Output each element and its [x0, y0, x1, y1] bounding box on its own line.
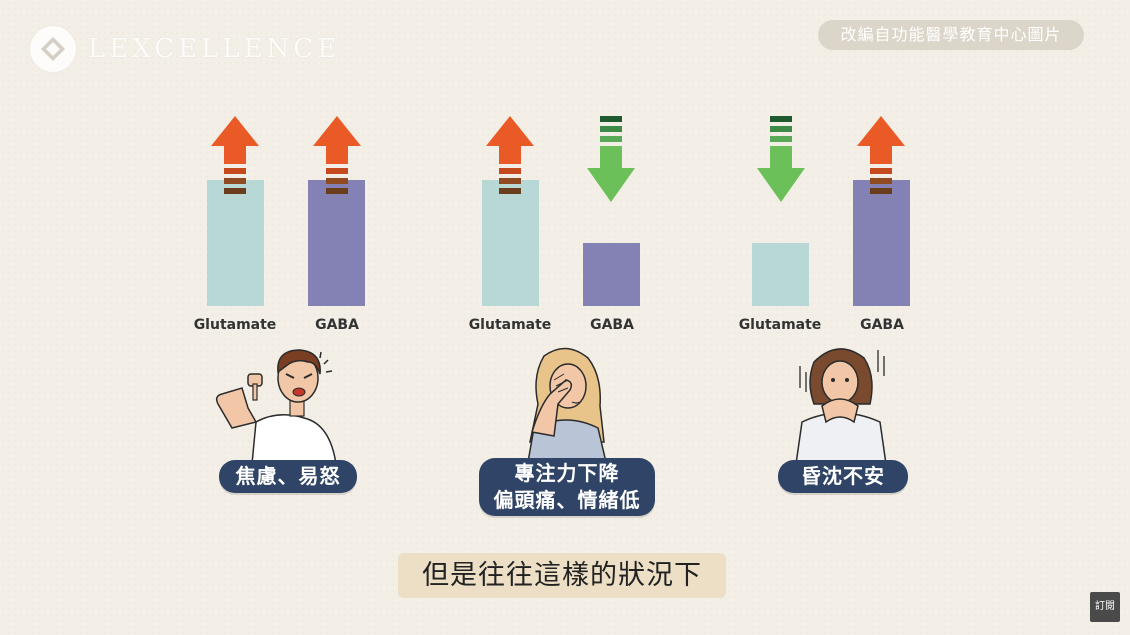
symptom-text: 焦慮、易怒 [235, 464, 341, 488]
symptom-tag: 昏沈不安 [778, 460, 908, 493]
glutamate-bar [752, 243, 809, 306]
gaba-label: GABA [315, 317, 359, 333]
symptom-tag: 焦慮、易怒 [219, 460, 357, 493]
symptom-text: 專注力下降 [514, 461, 620, 485]
symptom-tag: 專注力下降 偏頭痛、情緒低 [479, 458, 655, 516]
gaba-bar [583, 243, 640, 306]
video-subtitle: 但是往往這樣的狀況下 [398, 553, 726, 598]
glutamate-label: Glutamate [193, 317, 277, 333]
tired-woman-illustration-icon [527, 347, 607, 462]
anxious-woman-illustration-icon [795, 348, 887, 464]
gaba-down-arrow-icon [587, 116, 635, 202]
gaba-label: GABA [860, 317, 904, 333]
symptom-text: 偏頭痛、情緒低 [493, 488, 641, 512]
logo-mark-icon [30, 26, 76, 72]
glutamate-up-arrow-icon [486, 116, 534, 194]
symptom-text: 昏沈不安 [801, 464, 885, 488]
glutamate-up-arrow-icon [211, 116, 259, 194]
glutamate-down-arrow-icon [757, 116, 805, 202]
logo-text: LEXCELLENCE [88, 34, 341, 64]
channel-logo: LEXCELLENCE [30, 26, 340, 72]
gaba-up-arrow-icon [313, 116, 361, 194]
gaba-label: GABA [590, 317, 634, 333]
subscribe-button[interactable]: 訂閱 [1090, 592, 1120, 622]
glutamate-label: Glutamate [738, 317, 822, 333]
glutamate-label: Glutamate [468, 317, 552, 333]
angry-man-illustration-icon [215, 349, 337, 464]
gaba-up-arrow-icon [857, 116, 905, 194]
source-credit-badge: 改編自功能醫學教育中心圖片 [818, 20, 1084, 50]
